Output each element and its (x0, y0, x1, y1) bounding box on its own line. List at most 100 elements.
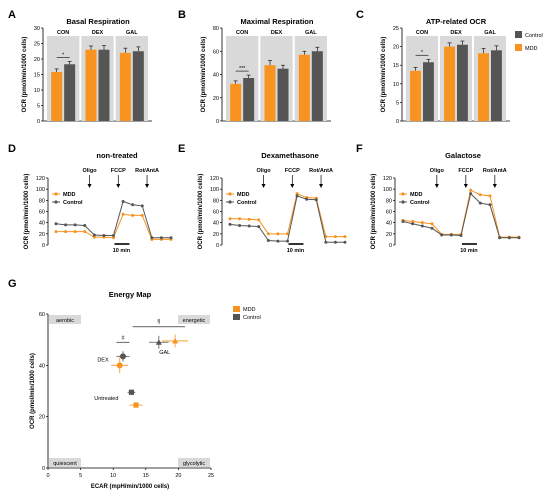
corner-box (49, 315, 81, 324)
corner-label-top-left: aerobic (56, 318, 74, 324)
y-tick-label: 0 (216, 119, 219, 125)
injection-arrowhead (116, 184, 121, 188)
data-point (54, 230, 58, 234)
chart-title: ATP-related OCR (426, 17, 487, 26)
legend-marker (401, 192, 405, 196)
data-point (286, 232, 289, 236)
bar-mdd (410, 70, 421, 121)
scale-bar-label: 10 min (460, 248, 478, 254)
data-point (420, 221, 424, 225)
point-control (119, 353, 126, 360)
bar-control (98, 49, 110, 122)
bar-mdd (444, 46, 455, 121)
data-point (343, 240, 347, 244)
series-line-control (55, 200, 171, 239)
significance-marker: * (421, 50, 424, 56)
y-tick-label: 5 (37, 104, 40, 110)
bar-mdd (51, 72, 63, 121)
bar-control (277, 68, 289, 121)
data-point (140, 204, 144, 208)
legend-label: MDD (63, 192, 76, 198)
legend-swatch (233, 306, 240, 312)
injection-arrowhead (145, 184, 150, 188)
y-tick-label: 20 (34, 57, 40, 63)
y-tick-label: 10 (393, 82, 399, 88)
y-axis-label: OCR (pmol/min/1000 cells) (381, 37, 387, 113)
scale-bar-label: 10 min (287, 248, 305, 254)
y-tick-label: 60 (39, 210, 45, 216)
data-point (54, 222, 58, 226)
data-point (64, 223, 68, 227)
bar-control (132, 51, 144, 121)
injection-arrowhead (434, 184, 439, 188)
y-axis-label: OCR (pmol/min/1000 cells) (30, 353, 36, 429)
legend-label-control: Control (525, 33, 543, 39)
category-label: CON (416, 30, 428, 36)
y-tick-label: 25 (34, 42, 40, 48)
y-axis-label: OCR (pmol/min/1000 cells) (24, 174, 30, 250)
injection-label: Rot/AntA (135, 168, 159, 174)
data-point (440, 233, 444, 237)
data-point (478, 193, 482, 197)
panel-label: D (8, 143, 16, 155)
data-point (83, 223, 87, 227)
bar-mdd (264, 65, 276, 121)
y-tick-label: 80 (213, 198, 219, 204)
y-tick-label: 30 (34, 26, 40, 32)
injection-arrowhead (290, 184, 295, 188)
category-label: GAL (126, 30, 138, 36)
data-point (228, 217, 232, 221)
legend-marker (54, 200, 58, 204)
data-point (112, 236, 115, 240)
data-point (314, 198, 318, 202)
corner-box (178, 315, 210, 324)
y-tick-label: 100 (383, 187, 392, 193)
legend-marker (401, 200, 405, 204)
data-point (247, 217, 251, 221)
injection-arrowhead (319, 184, 324, 188)
corner-box (178, 458, 210, 467)
bar-mdd (119, 52, 131, 121)
y-tick-label: 0 (42, 243, 45, 249)
y-tick-label: 5 (396, 100, 399, 106)
legend-label: Control (410, 200, 430, 206)
y-tick-label: 10 (34, 88, 40, 94)
panel-label: A (8, 9, 16, 21)
data-point (276, 239, 280, 243)
data-point (266, 239, 270, 243)
y-tick-label: 20 (393, 45, 399, 51)
chart-title: non-treated (96, 151, 138, 160)
category-label: DEX (92, 30, 104, 36)
data-point (169, 236, 173, 240)
category-label: GAL (484, 30, 496, 36)
panel-label: B (178, 9, 186, 21)
legend-label: MDD (237, 192, 250, 198)
point-mdd (172, 337, 179, 344)
data-point (333, 240, 337, 244)
y-tick-label: 20 (213, 232, 219, 238)
y-tick-label: 80 (386, 198, 392, 204)
corner-box (49, 458, 81, 467)
data-point (420, 224, 424, 228)
legend-swatch-control (515, 31, 522, 38)
data-point (469, 192, 473, 196)
data-point (121, 212, 125, 216)
data-point (411, 222, 415, 226)
data-point (430, 226, 434, 230)
y-tick-label: 120 (383, 176, 392, 182)
y-tick-label: 20 (213, 96, 219, 102)
data-point (92, 233, 96, 237)
data-point (112, 234, 115, 238)
data-point (507, 236, 511, 240)
y-axis-label: OCR (pmol/min/1000 cells) (201, 37, 207, 113)
chart-title: Energy Map (109, 290, 152, 299)
data-point (140, 213, 144, 217)
category-label: CON (57, 30, 69, 36)
injection-arrowhead (87, 184, 92, 188)
legend-marker (228, 192, 232, 196)
data-point (121, 199, 125, 203)
panel-label: F (356, 143, 363, 155)
y-tick-label: 0 (389, 243, 392, 249)
chart-title: Basal Respiration (66, 17, 130, 26)
